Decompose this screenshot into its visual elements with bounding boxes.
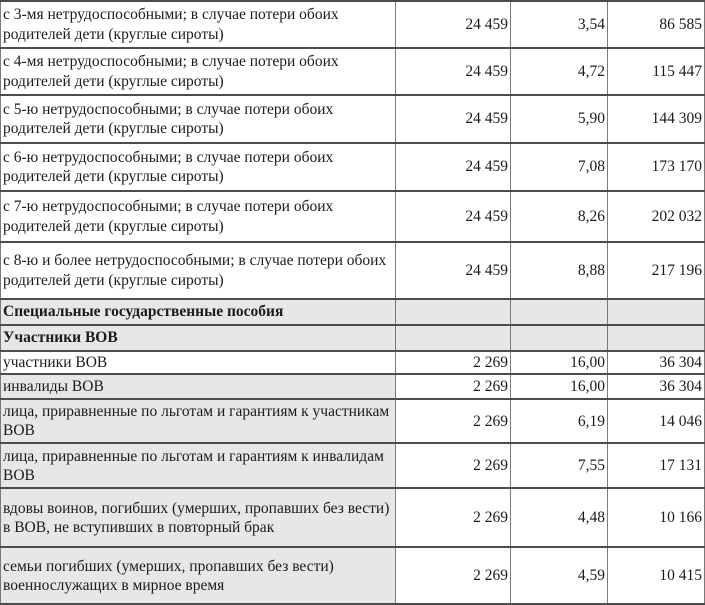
category-description-cell: с 4-мя нетрудоспособными; в случае потер…	[0, 47, 396, 96]
category-description-cell: лица, приравненные по льготам и гарантия…	[0, 398, 396, 445]
base-amount-cell: 24 459	[395, 241, 511, 300]
coefficient-cell: 8,88	[510, 241, 608, 300]
total-amount-cell: 10 166	[607, 487, 705, 549]
table-row: лица, приравненные по льготам и гарантия…	[0, 442, 705, 490]
base-amount-cell: 2 269	[395, 442, 511, 490]
coefficient-cell: 16,00	[510, 349, 608, 376]
base-amount-cell: 2 269	[395, 487, 511, 549]
category-description-cell: с 7-ю нетрудоспособными; в случае потери…	[0, 190, 396, 243]
table-row: участники ВОВ 2 269 16,00 36 304	[0, 349, 705, 376]
base-amount-cell: 24 459	[395, 47, 511, 96]
total-amount-cell: 144 309	[607, 94, 705, 144]
coefficient-cell	[510, 298, 608, 326]
category-description-cell: вдовы воинов, погибших (умерших, пропавш…	[0, 487, 396, 549]
coefficient-cell: 16,00	[510, 373, 608, 401]
table-row: с 7-ю нетрудоспособными; в случае потери…	[0, 190, 705, 243]
table-row: Участники ВОВ	[0, 324, 705, 352]
coefficient-cell: 4,48	[510, 487, 608, 549]
base-amount-cell: 2 269	[395, 546, 511, 605]
table-row: лица, приравненные по льготам и гарантия…	[0, 398, 705, 445]
table-row: с 4-мя нетрудоспособными; в случае потер…	[0, 47, 705, 96]
base-amount-cell: 2 269	[395, 398, 511, 445]
table-row: с 5-ю нетрудоспособными; в случае потери…	[0, 94, 705, 144]
category-description-cell: с 5-ю нетрудоспособными; в случае потери…	[0, 94, 396, 144]
category-description-cell: участники ВОВ	[0, 349, 396, 376]
total-amount-cell: 10 415	[607, 546, 705, 605]
base-amount-cell: 2 269	[395, 373, 511, 401]
total-amount-cell: 14 046	[607, 398, 705, 445]
table-row: семьи погибших (умерших, пропавших без в…	[0, 546, 705, 605]
table-row: вдовы воинов, погибших (умерших, пропавш…	[0, 487, 705, 549]
category-description-cell: семьи погибших (умерших, пропавших без в…	[0, 546, 396, 605]
total-amount-cell: 86 585	[607, 0, 705, 49]
base-amount-cell: 24 459	[395, 94, 511, 144]
coefficient-cell: 3,54	[510, 0, 608, 49]
category-description-cell: Участники ВОВ	[0, 324, 396, 352]
base-amount-cell	[395, 298, 511, 326]
base-amount-cell: 24 459	[395, 0, 511, 49]
base-amount-cell: 24 459	[395, 190, 511, 243]
base-amount-cell: 24 459	[395, 142, 511, 192]
coefficient-cell: 4,72	[510, 47, 608, 96]
coefficient-cell	[510, 324, 608, 352]
total-amount-cell: 202 032	[607, 190, 705, 243]
table-row: инвалиды ВОВ 2 269 16,00 36 304	[0, 373, 705, 401]
category-description-cell: Специальные государственные пособия	[0, 298, 396, 326]
table-row: с 3-мя нетрудоспособными; в случае потер…	[0, 0, 705, 49]
coefficient-cell: 7,08	[510, 142, 608, 192]
category-description-cell: лица, приравненные по льготам и гарантия…	[0, 442, 396, 490]
table-row: с 6-ю нетрудоспособными; в случае потери…	[0, 142, 705, 192]
total-amount-cell: 173 170	[607, 142, 705, 192]
total-amount-cell: 115 447	[607, 47, 705, 96]
coefficient-cell: 5,90	[510, 94, 608, 144]
base-amount-cell: 2 269	[395, 349, 511, 376]
base-amount-cell	[395, 324, 511, 352]
coefficient-cell: 7,55	[510, 442, 608, 490]
table-row: с 8-ю и более нетрудоспособными; в случа…	[0, 241, 705, 300]
coefficient-cell: 6,19	[510, 398, 608, 445]
category-description-cell: с 3-мя нетрудоспособными; в случае потер…	[0, 0, 396, 49]
total-amount-cell	[607, 324, 705, 352]
table-row: Специальные государственные пособия	[0, 298, 705, 326]
total-amount-cell: 17 131	[607, 442, 705, 490]
total-amount-cell	[607, 298, 705, 326]
category-description-cell: инвалиды ВОВ	[0, 373, 396, 401]
coefficient-cell: 8,26	[510, 190, 608, 243]
total-amount-cell: 217 196	[607, 241, 705, 300]
category-description-cell: с 6-ю нетрудоспособными; в случае потери…	[0, 142, 396, 192]
category-description-cell: с 8-ю и более нетрудоспособными; в случа…	[0, 241, 396, 300]
total-amount-cell: 36 304	[607, 349, 705, 376]
total-amount-cell: 36 304	[607, 373, 705, 401]
coefficient-cell: 4,59	[510, 546, 608, 605]
